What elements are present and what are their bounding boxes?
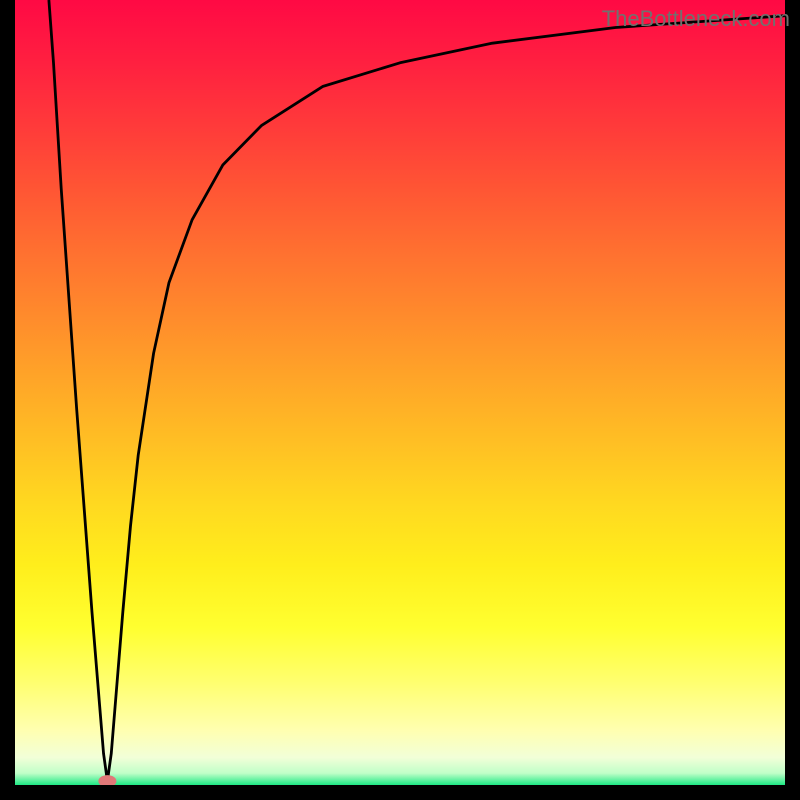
watermark-text: TheBottleneck.com <box>602 6 790 32</box>
chart-svg <box>0 0 800 800</box>
bottleneck-chart: TheBottleneck.com <box>0 0 800 800</box>
frame-bottom <box>0 785 800 800</box>
frame-right <box>785 0 800 800</box>
gradient-background <box>15 0 785 785</box>
frame-left <box>0 0 15 800</box>
